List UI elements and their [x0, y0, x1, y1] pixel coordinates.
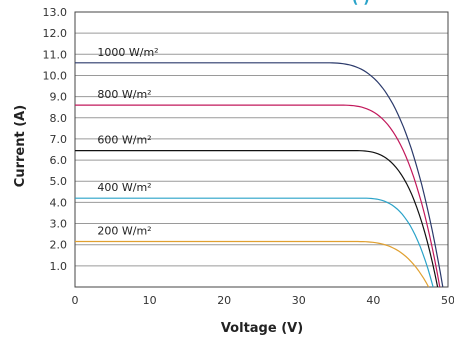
series-line-4: [75, 240, 430, 288]
series-label-3: 400 W/m²: [97, 181, 151, 194]
y-tick-label-10: 11.0: [43, 48, 68, 61]
x-tick-label-1: 10: [143, 294, 157, 307]
series-label-0: 1000 W/m²: [97, 46, 158, 59]
series-label-1: 800 W/m²: [97, 88, 151, 101]
series-line-1: [75, 104, 441, 288]
series-label-4: 200 W/m²: [97, 225, 151, 238]
y-axis-title: Current (A): [13, 105, 28, 187]
y-tick-label-0: 1.0: [50, 260, 68, 273]
y-tick-label-6: 7.0: [50, 133, 68, 146]
x-tick-label-2: 20: [217, 294, 231, 307]
y-tick-label-7: 8.0: [50, 112, 68, 125]
y-tick-label-9: 10.0: [43, 69, 68, 82]
y-tick-label-8: 9.0: [50, 91, 68, 104]
y-tick-label-3: 4.0: [50, 196, 68, 209]
x-tick-label-0: 0: [72, 294, 79, 307]
x-tick-label-4: 40: [366, 294, 380, 307]
x-tick-labels: 0 10 20 30 40 50: [72, 294, 454, 307]
clipped-top-text: ( ): [352, 0, 370, 7]
y-tick-label-1: 2.0: [50, 239, 68, 252]
plot-frame: [74, 11, 449, 288]
x-tick-label-3: 30: [292, 294, 306, 307]
y-tick-label-5: 6.0: [50, 154, 68, 167]
x-axis-title: Voltage (V): [221, 321, 303, 336]
y-tick-label-12: 13.0: [43, 6, 68, 19]
y-tick-label-2: 3.0: [50, 218, 68, 231]
series-labels: 1000 W/m² 800 W/m² 600 W/m² 400 W/m² 200 W/m…: [97, 46, 158, 238]
x-tick-label-5: 50: [441, 294, 454, 307]
series-line-0: [75, 62, 444, 288]
series-label-2: 600 W/m²: [97, 134, 151, 147]
series-curves: [75, 62, 444, 288]
y-tick-labels: 1.0 2.0 3.0 4.0 5.0 6.0 7.0 8.0 9.0 10.0 11.0 12.0 1…: [43, 6, 68, 273]
series-line-3: [75, 197, 434, 288]
y-tick-label-11: 12.0: [43, 27, 68, 40]
y-tick-label-4: 5.0: [50, 175, 68, 188]
series-line-2: [75, 150, 439, 288]
